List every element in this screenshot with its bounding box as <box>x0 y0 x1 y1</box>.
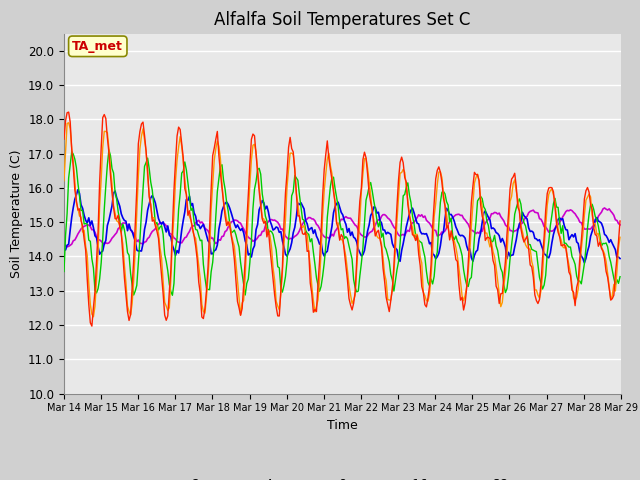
Y-axis label: Soil Temperature (C): Soil Temperature (C) <box>10 149 22 278</box>
Title: Alfalfa Soil Temperatures Set C: Alfalfa Soil Temperatures Set C <box>214 11 470 29</box>
Text: TA_met: TA_met <box>72 40 124 53</box>
Legend: -2cm, -4cm, -8cm, -16cm, -32cm: -2cm, -4cm, -8cm, -16cm, -32cm <box>154 473 531 480</box>
X-axis label: Time: Time <box>327 419 358 432</box>
